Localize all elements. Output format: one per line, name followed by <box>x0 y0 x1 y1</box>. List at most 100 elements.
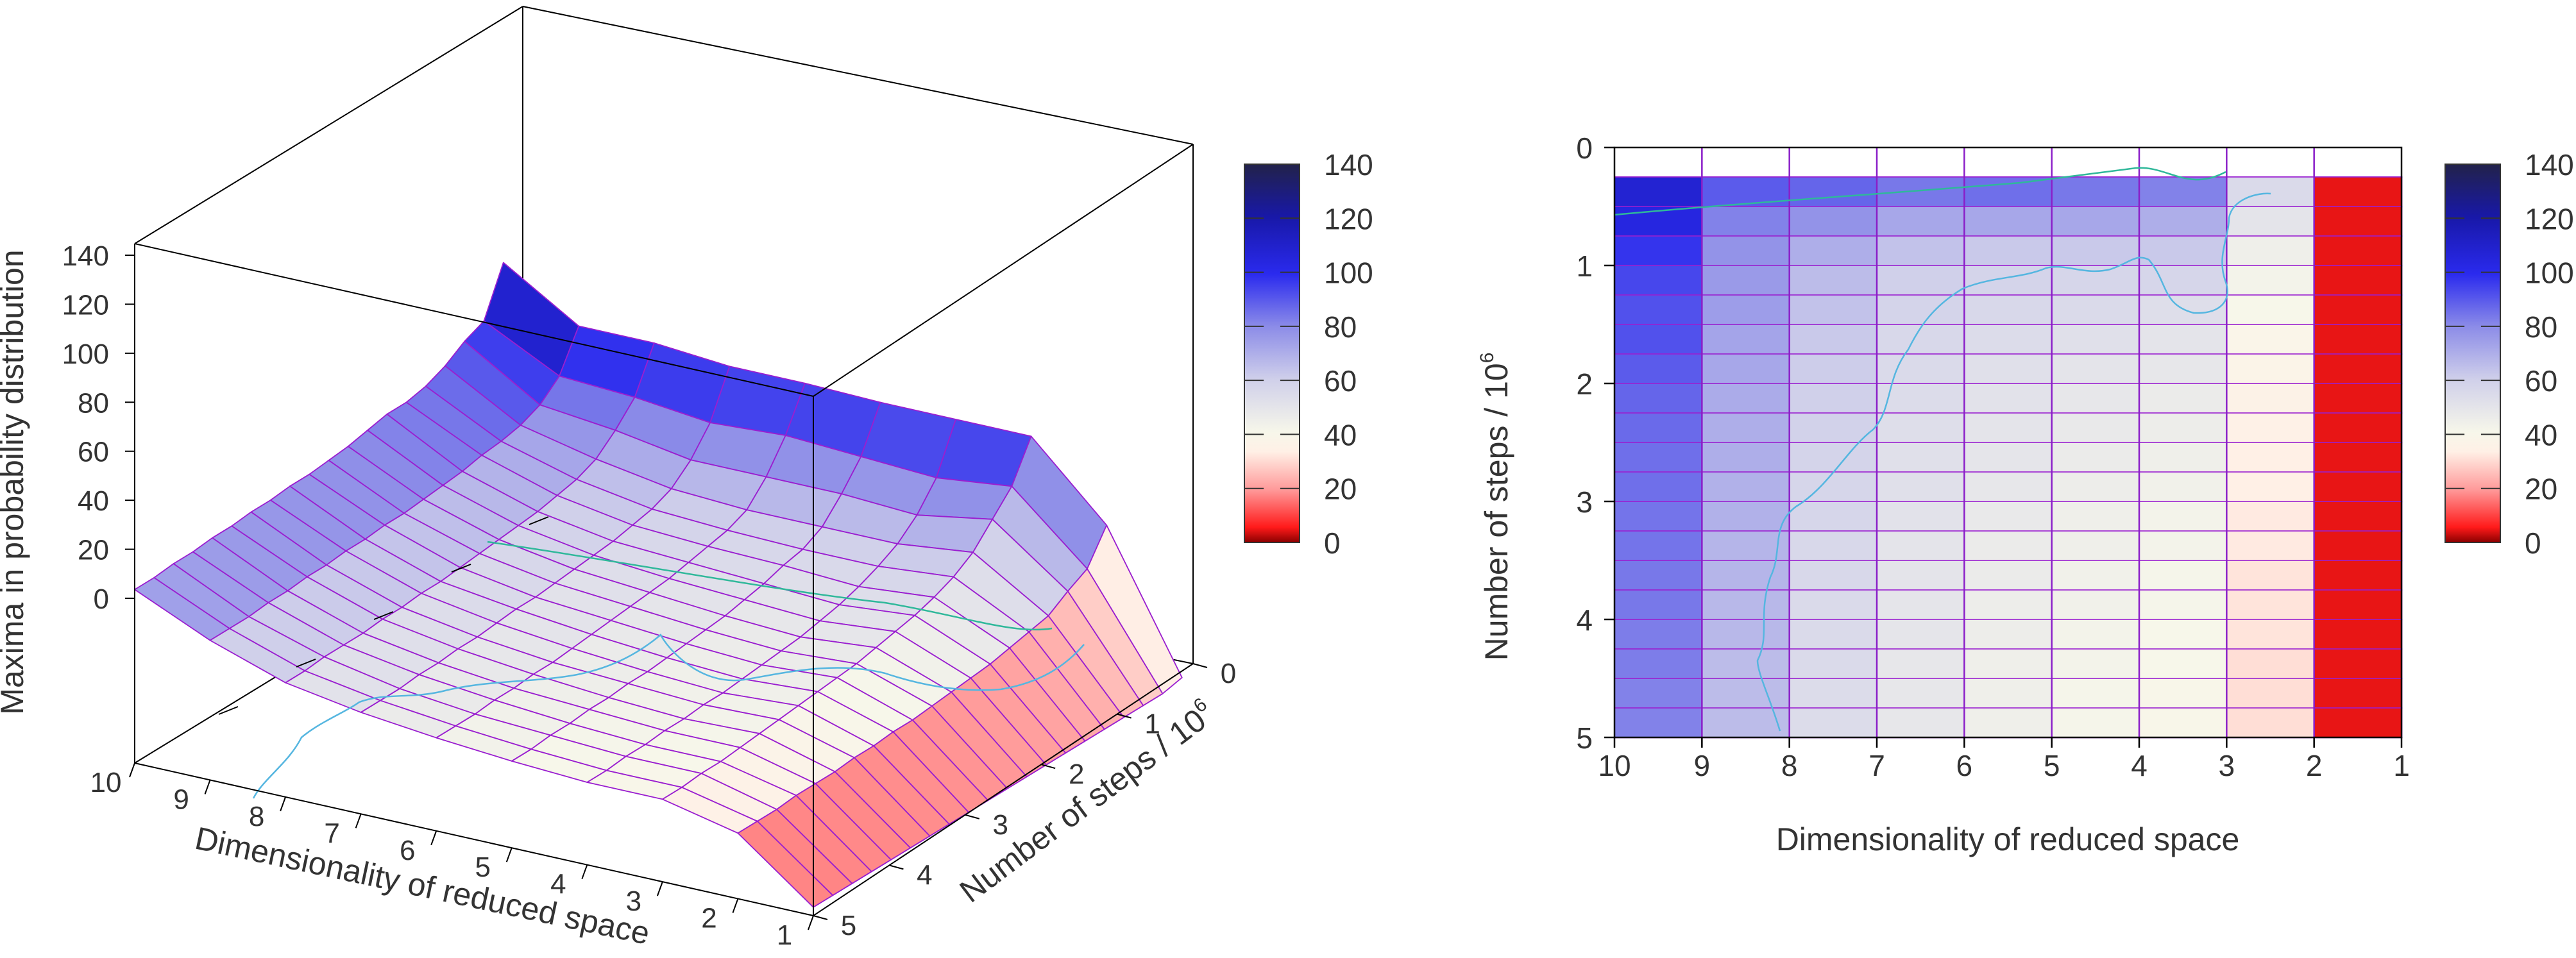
heatmap-cell <box>1876 294 1965 326</box>
heatmap-cell <box>1701 589 1790 621</box>
heatmap-cell <box>2139 206 2228 237</box>
heatmap-cell <box>1963 353 2053 385</box>
heatmap-cell <box>2139 353 2228 385</box>
x-axis-label: Dimensionality of reduced space <box>192 820 652 952</box>
heatmap-cell <box>2139 412 2228 444</box>
heatmap-cell <box>2226 560 2315 591</box>
heatmap-cell <box>1963 324 2053 355</box>
heatmap-cell <box>2226 412 2315 444</box>
heatmap-cell <box>2313 501 2403 532</box>
heatmap-cell <box>2226 176 2315 208</box>
heatmap-cell <box>1963 412 2053 444</box>
colorbar-tick-label: 100 <box>2525 256 2574 290</box>
heatmap-cell <box>2051 383 2140 414</box>
colorbar-right: 0 20 40 60 80 100 120 140 <box>2445 148 2574 560</box>
heatmap-cell <box>1963 678 2053 709</box>
contour-lines-3d <box>252 541 1085 799</box>
heatmap-cell <box>1876 353 1965 385</box>
colorbar-tick-label: 20 <box>2525 473 2557 506</box>
colorbar-tick-label: 80 <box>1324 310 1357 344</box>
heatmap-cell <box>2051 560 2140 591</box>
heatmap-cell <box>1963 589 2053 621</box>
heatmap-cell <box>2139 324 2228 355</box>
heatmap-cell <box>1788 294 1878 326</box>
heatmap-cell <box>1701 206 1790 237</box>
heatmap-cell <box>2051 324 2140 355</box>
heatmap-cell <box>1701 707 1790 739</box>
y-tick-label: 4 <box>917 859 932 891</box>
box-edge <box>522 6 1194 145</box>
colorbar-tick-label: 120 <box>1324 202 1373 235</box>
heatmap-cell <box>2226 589 2315 621</box>
y-tick <box>1040 764 1056 769</box>
y-tick <box>1117 713 1131 719</box>
heatmap-cell <box>2051 294 2140 326</box>
floor-tick <box>529 516 549 525</box>
heatmap-cell <box>2313 324 2403 355</box>
colorbar-tick-label: 40 <box>2525 418 2557 451</box>
heatmap-cell <box>1614 501 1703 532</box>
contour-line <box>1756 192 2271 732</box>
heatmap-cell <box>2139 619 2228 650</box>
x-tick-label: 9 <box>1694 749 1711 782</box>
heatmap-cell <box>1701 442 1790 473</box>
y-tick-label: 5 <box>1576 721 1593 755</box>
z-tick-label: 20 <box>78 535 109 566</box>
heatmap-cell <box>2139 235 2228 267</box>
heatmap-cells <box>1614 147 2403 739</box>
heatmap-cell <box>2313 294 2403 326</box>
heatmap-cell <box>1701 648 1790 680</box>
heatmap-cell <box>1876 206 1965 237</box>
heatmap-cell <box>1701 530 1790 562</box>
y-tick-label: 2 <box>1069 759 1084 790</box>
heatmap-cell <box>2313 648 2403 680</box>
heatmap-cell <box>1614 353 1703 385</box>
x-tick <box>280 796 287 812</box>
heatmap-cell <box>2313 235 2403 267</box>
heatmap-cell <box>1788 560 1878 591</box>
heatmap-cell <box>1876 235 1965 267</box>
heatmap-cell <box>1614 324 1703 355</box>
heatmap-cell <box>2051 530 2140 562</box>
z-tick-label: 40 <box>78 485 109 517</box>
contour-line <box>487 541 1053 631</box>
heatmap-cell <box>2226 619 2315 650</box>
heatmap-y-axis-label: Number of steps / 106 <box>1477 353 1514 661</box>
heatmap-cell <box>1963 648 2053 680</box>
floor-tick <box>373 611 394 620</box>
box-edge <box>813 663 1194 916</box>
heatmap-cell <box>2051 442 2140 473</box>
heatmap-cell <box>2051 206 2140 237</box>
heatmap-cell <box>2051 678 2140 709</box>
y-tick-label: 2 <box>1576 367 1593 401</box>
y-tick-label: 4 <box>1576 603 1593 637</box>
colorbar-tick-label: 60 <box>1324 364 1357 398</box>
heatmap-cell <box>2226 442 2315 473</box>
heatmap-cell <box>1701 619 1790 650</box>
y-tick-label: 1 <box>1144 709 1160 740</box>
heatmap-cell <box>2051 412 2140 444</box>
colorbar-tick-label: 120 <box>2525 202 2574 235</box>
heatmap-cell <box>2226 707 2315 739</box>
heatmap-cell <box>2313 471 2403 503</box>
heatmap-cell <box>1614 648 1703 680</box>
heatmap-cell <box>2139 530 2228 562</box>
heatmap-cell <box>2139 176 2228 208</box>
heatmap-cell <box>2313 412 2403 444</box>
heatmap-cell <box>2313 442 2403 473</box>
colorbar-tick-label: 20 <box>1324 473 1357 506</box>
heatmap-cell <box>2313 707 2403 739</box>
z-tick-label: 100 <box>62 339 109 370</box>
heatmap-cell <box>1788 176 1878 208</box>
heatmap-cell <box>1788 383 1878 414</box>
heatmap-cell <box>1876 678 1965 709</box>
heatmap-cell <box>2051 619 2140 650</box>
x-tick-label: 4 <box>2131 749 2148 782</box>
heatmap-cell <box>1614 619 1703 650</box>
x-tick-label: 7 <box>324 818 339 849</box>
heatmap-cell <box>1963 235 2053 267</box>
x-tick-label: 10 <box>90 767 122 798</box>
heatmap-cell <box>1614 589 1703 621</box>
